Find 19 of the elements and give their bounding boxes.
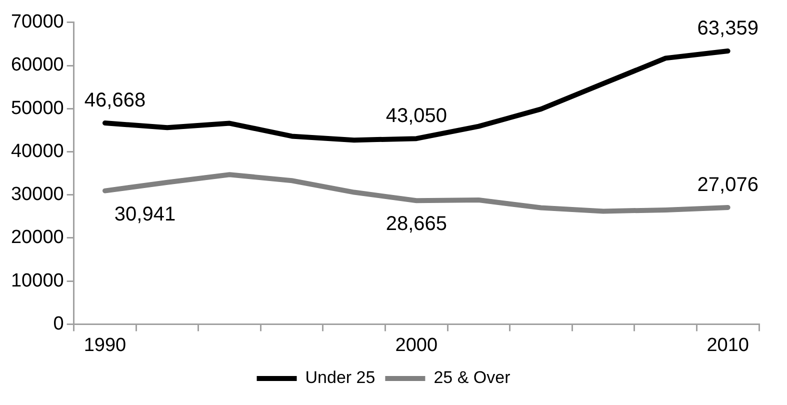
y-tick-label: 20000: [10, 227, 64, 248]
y-tick-label: 10000: [10, 270, 64, 292]
x-tick-label: 2010: [706, 334, 749, 356]
data-label: 30,941: [114, 203, 176, 226]
y-tick-label: 40000: [10, 140, 64, 162]
y-tick-label: 0: [53, 313, 64, 334]
x-tick-label: 1990: [84, 334, 126, 356]
y-tick-label: 60000: [10, 54, 64, 76]
y-tick-label: 30000: [10, 184, 64, 206]
legend-label: 25 & Over: [434, 368, 511, 388]
y-tick-label: 70000: [10, 12, 64, 33]
data-label: 28,665: [386, 213, 448, 236]
legend-label: Under 25: [305, 368, 376, 388]
data-label: 46,668: [84, 90, 146, 112]
data-label: 63,359: [697, 18, 758, 40]
x-tick-label: 2000: [395, 334, 438, 356]
data-label: 43,050: [386, 105, 448, 128]
y-tick-label: 50000: [10, 98, 64, 119]
data-label: 27,076: [697, 174, 758, 196]
